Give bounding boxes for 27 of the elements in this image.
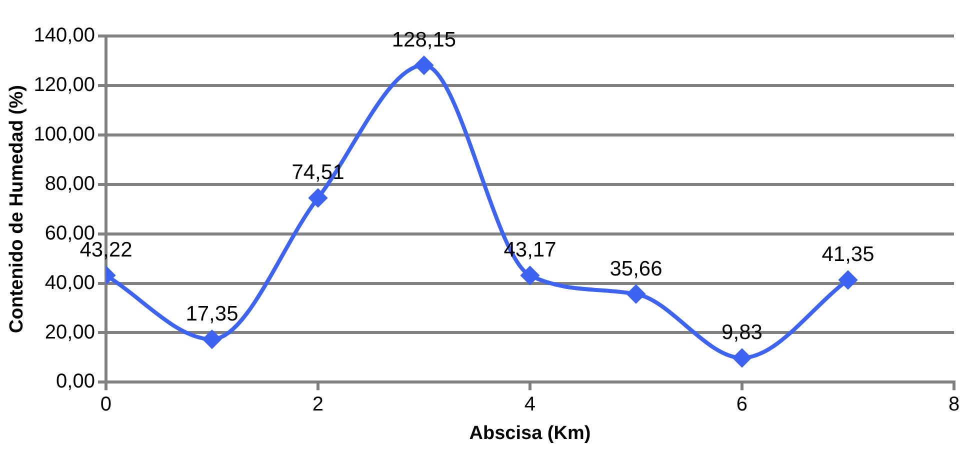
point — [202, 330, 221, 348]
point — [414, 56, 433, 74]
y-tick-label: 80,00 — [44, 172, 95, 195]
y-tick-label: 0,00 — [56, 370, 95, 393]
y-tick-label: 100,00 — [34, 123, 95, 146]
x-axis-title: Abscisa (Km) — [469, 422, 591, 444]
y-axis-title: Contenido de Humedad (%) — [6, 85, 28, 334]
x-tick-label: 0 — [100, 394, 112, 416]
y-tick-label: 40,00 — [44, 272, 95, 294]
point — [838, 270, 857, 289]
data-label: 41,35 — [822, 243, 874, 266]
y-tick-label: 20,00 — [44, 321, 95, 344]
x-tick-label: 8 — [948, 394, 960, 416]
y-tick-label: 120,00 — [34, 74, 95, 96]
point — [520, 266, 539, 284]
data-label: 9,83 — [722, 321, 762, 344]
x-tick-label: 2 — [312, 394, 324, 416]
x-tick-label: 6 — [736, 394, 748, 416]
data-label: 43,22 — [80, 238, 132, 262]
point — [732, 348, 751, 367]
point — [308, 188, 327, 207]
data-label: 128,15 — [392, 28, 456, 52]
data-label: 35,66 — [610, 257, 662, 280]
y-tick-label: 140,00 — [34, 24, 95, 47]
data-label: 17,35 — [186, 302, 238, 326]
x-tick-label: 4 — [524, 394, 536, 416]
point — [626, 285, 645, 304]
